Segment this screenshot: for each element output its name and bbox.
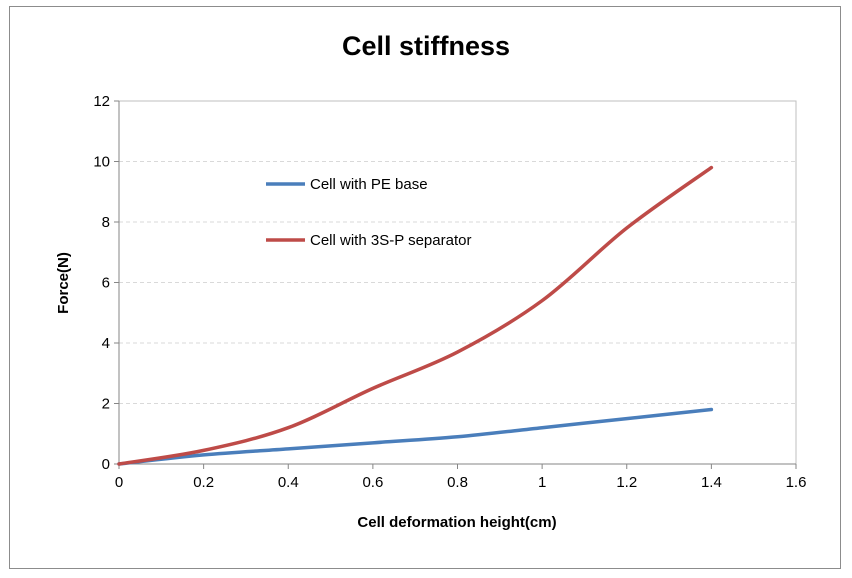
gridlines <box>119 100 796 404</box>
x-tick-label: 0.2 <box>193 474 214 491</box>
x-tick-label: 0 <box>115 474 123 491</box>
chart-frame <box>9 6 841 569</box>
y-tick-label: 0 <box>102 456 110 473</box>
series-line-2 <box>117 165 714 466</box>
legend: Cell with PE base Cell with 3S-P separato… <box>266 176 471 249</box>
y-tick-label: 12 <box>93 93 110 110</box>
y-tick-label: 10 <box>93 154 110 171</box>
chart-title: Cell stiffness <box>342 31 510 61</box>
y-tick-label: 6 <box>102 275 110 292</box>
x-tick-label: 1 <box>538 474 546 491</box>
x-tick-label: 0.4 <box>278 474 299 491</box>
y-axis-ticks: 0 2 4 6 8 10 12 <box>93 93 119 473</box>
legend-label-2: Cell with 3S-P separator <box>310 232 471 249</box>
x-axis-ticks: 0 0.2 0.4 0.6 0.8 1 1.2 1.4 1.6 <box>115 464 807 491</box>
y-axis-label: Force(N) <box>55 252 72 314</box>
x-tick-label: 0.8 <box>447 474 468 491</box>
y-tick-label: 2 <box>102 396 110 413</box>
x-axis-label: Cell deformation height(cm) <box>357 514 556 531</box>
x-tick-label: 0.6 <box>362 474 383 491</box>
y-tick-label: 4 <box>102 335 110 352</box>
x-tick-label: 1.6 <box>786 474 807 491</box>
x-tick-label: 1.2 <box>616 474 637 491</box>
series-group <box>117 165 714 466</box>
series-line-1 <box>117 407 714 466</box>
legend-label-1: Cell with PE base <box>310 176 428 193</box>
y-tick-label: 8 <box>102 214 110 231</box>
x-tick-label: 1.4 <box>701 474 722 491</box>
